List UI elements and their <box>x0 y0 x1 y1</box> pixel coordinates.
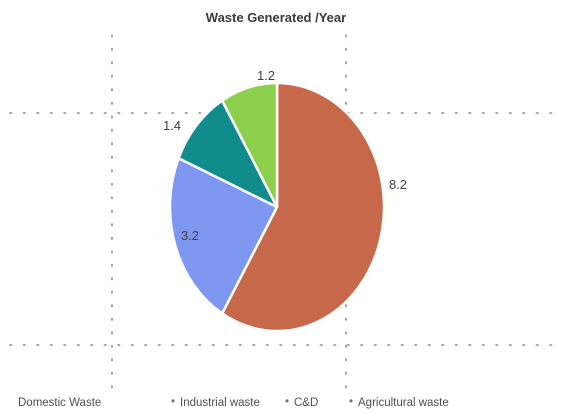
data-label-industrial-waste: 3.2 <box>181 228 199 243</box>
pie-slice-industrial-waste <box>168 157 279 315</box>
pie-slices <box>168 81 386 333</box>
legend-marker-c-d: • <box>285 396 289 408</box>
data-labels: 8.2 3.2 1.4 1.2 <box>163 68 407 243</box>
legend: Domestic Waste • Industrial waste • C&D • Agri… <box>18 396 449 409</box>
data-label-c-d: 1.4 <box>163 118 181 133</box>
pie-slice-domestic-waste <box>220 81 386 333</box>
chart-title: Waste Generated /Year <box>206 10 346 25</box>
data-label-domestic-waste: 8.2 <box>389 177 407 192</box>
legend-item-c-d: C&D <box>294 397 318 409</box>
legend-marker-industrial-waste: • <box>171 396 175 408</box>
legend-item-industrial-waste: Industrial waste <box>180 397 260 409</box>
legend-item-domestic-waste: Domestic Waste <box>18 397 101 409</box>
pie-slice-c-d <box>177 99 279 209</box>
legend-marker-agricultural-waste: • <box>349 396 353 408</box>
pie-slice-agricultural-waste <box>220 81 279 209</box>
legend-item-agricultural-waste: Agricultural waste <box>358 397 449 409</box>
grid-lines <box>9 34 561 396</box>
data-label-agricultural-waste: 1.2 <box>257 68 275 83</box>
